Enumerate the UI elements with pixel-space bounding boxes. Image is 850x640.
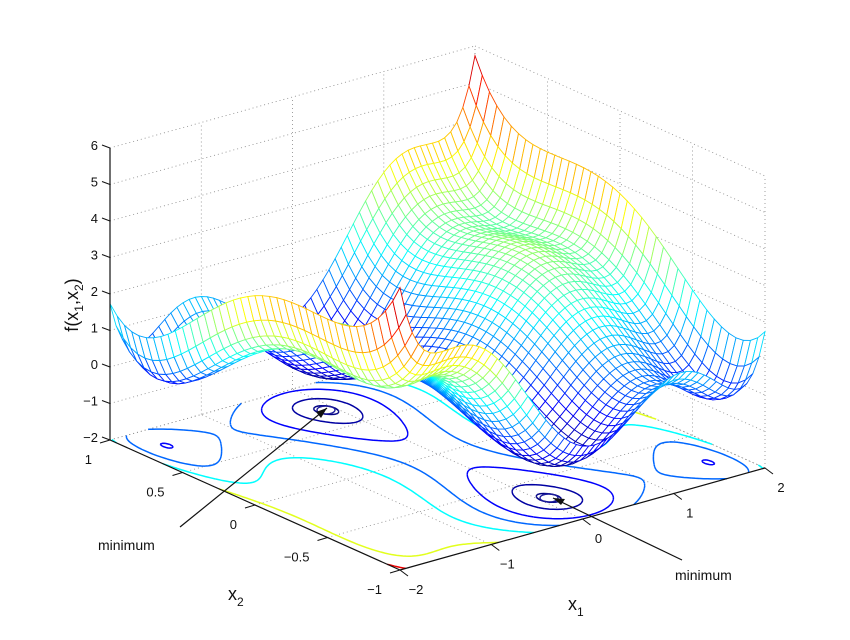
axes — [99, 144, 774, 577]
x1-tick-label: −2 — [409, 582, 424, 597]
z-axis-label: f(x1,x2) — [62, 278, 86, 331]
grid-line — [201, 414, 492, 545]
arrowhead-right — [553, 498, 565, 505]
tick-labels: −2 −1 0 1 2 −1 −0.5 0 0.5 1 −2 −1 0 1 2 3 4 5 6 — [83, 138, 784, 597]
z-tick-label: 6 — [91, 138, 98, 153]
x2-tick-label: 1 — [85, 452, 92, 467]
x2-tick — [99, 439, 111, 444]
grid-line — [292, 388, 583, 520]
z-tick-label: 1 — [91, 321, 98, 336]
z-tick — [101, 436, 111, 441]
x2-tick — [317, 537, 328, 541]
x1-tick-label: 2 — [777, 480, 784, 495]
z-tick — [101, 254, 111, 258]
z-tick-label: −1 — [83, 394, 98, 409]
annotations: minimum minimum — [98, 407, 732, 583]
contour-line — [125, 381, 750, 527]
z-tick-label: 4 — [91, 211, 98, 226]
x1-tick — [490, 544, 500, 551]
grid-line — [474, 45, 766, 177]
z-tick-label: 5 — [91, 175, 98, 190]
x1-tick-label: −1 — [500, 557, 515, 572]
x2-tick-label: 0 — [230, 517, 237, 532]
x2-tick — [172, 472, 183, 476]
x1-tick — [673, 493, 683, 500]
z-tick — [101, 400, 111, 404]
minimum-marker — [539, 493, 559, 503]
x1-tick — [582, 518, 591, 526]
grid-line — [474, 82, 766, 213]
z-tick — [101, 181, 111, 185]
x2-axis-label: x2 — [228, 584, 244, 609]
contour-line — [159, 388, 716, 520]
z-tick — [101, 363, 111, 368]
x2-tick-label: −1 — [367, 582, 382, 597]
z-tick — [101, 144, 111, 149]
x2-tick — [389, 569, 401, 574]
z-tick — [101, 327, 111, 331]
z-tick — [101, 290, 111, 295]
annotation-arrow-left — [179, 407, 328, 528]
x2-tick-label: −0.5 — [284, 550, 310, 565]
annotation-label-right: minimum — [675, 567, 732, 583]
contour-line — [111, 374, 764, 534]
annotation-label-left: minimum — [98, 537, 155, 553]
svg-text:f(x1,x2): f(x1,x2) — [62, 278, 86, 331]
z-tick — [101, 217, 111, 222]
x1-tick — [764, 467, 774, 475]
z-tick-label: 3 — [91, 248, 98, 263]
z-tick-label: 2 — [91, 284, 98, 299]
arrowhead-left — [316, 408, 327, 418]
annotation-arrow-right — [552, 497, 683, 561]
x1-tick — [399, 569, 409, 577]
z-tick-label: 0 — [91, 357, 98, 372]
x1-tick-label: 0 — [595, 531, 602, 546]
contour-line — [291, 397, 584, 511]
surface-mesh — [109, 54, 766, 468]
x2-tick-label: 0.5 — [146, 485, 164, 500]
minimum-marker — [316, 405, 336, 415]
x1-tick-label: 1 — [686, 506, 693, 521]
mesh-cell — [392, 286, 407, 329]
z-tick-label: −2 — [83, 430, 98, 445]
x1-axis-label: x1 — [568, 594, 584, 619]
x2-tick — [244, 504, 256, 509]
